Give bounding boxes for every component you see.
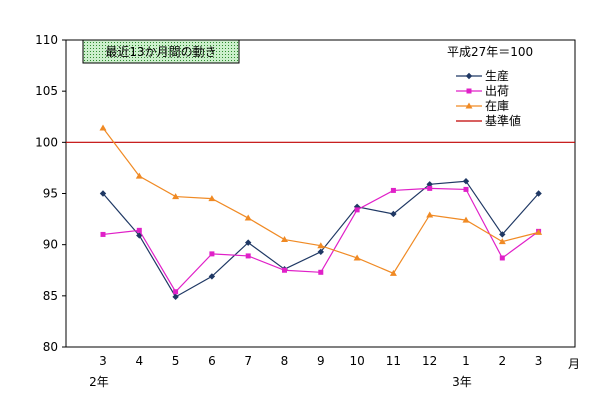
legend-entry: 出荷 [456,84,509,98]
legend-label: 出荷 [485,84,509,98]
data-point [389,269,397,276]
data-point [208,273,216,280]
data-point [427,185,433,191]
legend-entry: 生産 [456,68,509,83]
data-point [499,231,506,238]
legend-label: 基準値 [485,113,521,128]
data-point [245,253,251,259]
series-layer [99,124,543,301]
legend-marker [465,72,473,80]
data-point [208,195,216,202]
data-point [135,172,143,179]
data-point [318,269,324,275]
x-tick-label: 12 [422,354,437,368]
data-point [209,251,215,257]
legend-label: 在庫 [485,99,509,113]
data-point [172,293,179,301]
data-point [499,255,505,261]
y-tick-label: 100 [35,135,58,149]
data-point [173,289,179,295]
legend-label: 生産 [485,68,509,83]
legend-entry: 在庫 [456,99,509,113]
data-point [354,207,360,213]
year-label: 2年 [89,375,109,389]
x-tick-label: 8 [281,354,289,368]
year-label: 3年 [452,375,472,389]
x-tick-label: 9 [317,354,325,368]
chart-title-background [82,39,240,64]
x-tick-label: 2 [498,354,506,368]
data-point [535,228,543,235]
data-point [282,267,287,273]
data-point [99,190,107,197]
legend-marker [466,88,472,94]
y-tick-label: 105 [35,84,58,98]
legend-entry: 基準値 [456,113,521,128]
x-tick-label: 7 [244,354,252,368]
x-tick-label: 5 [172,354,180,368]
x-tick-label: 10 [349,354,364,368]
x-tick-label: 3 [99,354,107,368]
data-point [390,210,397,218]
y-tick-label: 85 [43,289,58,303]
data-point [281,236,288,243]
data-point [317,248,324,256]
x-tick-label: 4 [135,354,143,368]
data-point [535,190,542,197]
data-point [245,239,252,246]
data-point [136,227,142,233]
y-tick-label: 80 [43,340,58,354]
data-point [462,178,470,185]
y-tick-label: 90 [43,238,58,252]
chart-title-box: 最近13か月間の動き [82,39,240,64]
chart-title: 最近13か月間の動き [105,45,216,59]
data-point [426,211,434,218]
data-point [172,193,180,200]
data-point [100,231,106,237]
y-tick-label: 110 [35,33,58,47]
x-tick-label: 3 [535,354,543,368]
data-point [99,124,107,131]
data-point [317,242,325,249]
data-point [462,216,470,223]
data-point [390,187,396,193]
x-tick-label: 11 [386,354,401,368]
data-point [244,214,252,221]
x-tick-label: 6 [208,354,216,368]
plot-area [65,39,576,348]
legend-marker [465,102,473,109]
x-tick-label: 1 [462,354,470,368]
x-axis-label: 月 [568,357,580,371]
series-3 [99,124,543,276]
chart-subtitle: 平成27年＝100 [447,45,533,59]
data-point [498,238,506,245]
data-point [353,254,361,261]
y-tick-label: 95 [43,187,58,201]
data-point [463,186,469,192]
